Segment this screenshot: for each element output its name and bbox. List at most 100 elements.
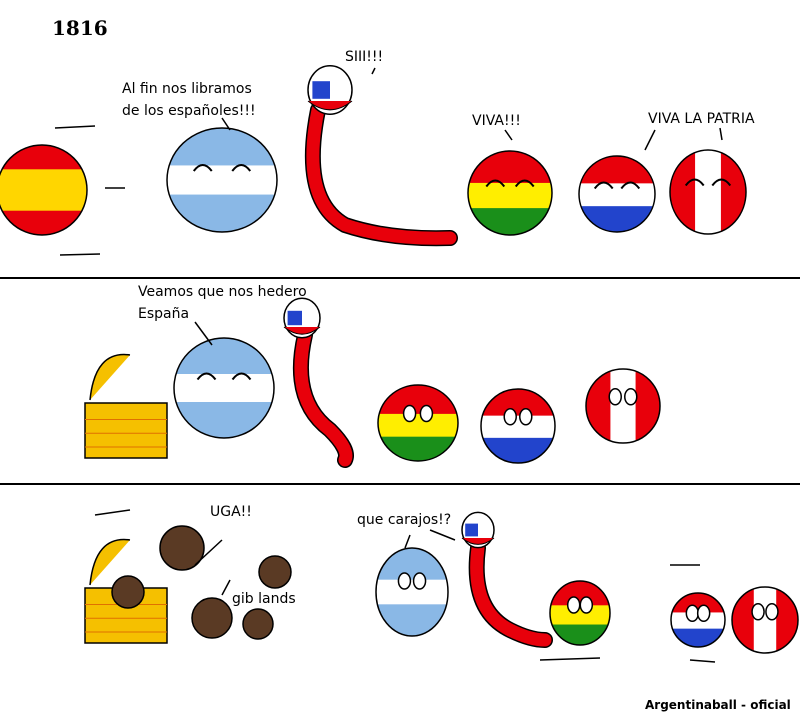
flag-band [579,156,655,185]
speech-tail [54,67,723,256]
countryball [671,593,725,647]
outline [731,586,799,654]
chile-red [461,537,495,545]
eye [514,179,535,188]
eye [685,604,700,622]
clay-ball [111,575,145,609]
eye [419,404,434,423]
chile-body [306,103,457,245]
eye [579,596,594,614]
credit: Argentinaball - oficial [645,698,791,712]
flag-band [0,210,87,235]
eye [624,388,638,406]
flag-band [174,374,274,403]
flag-band [670,150,697,234]
comic-title: 1816 [52,16,108,40]
flag-band [610,369,637,443]
outline [480,388,556,464]
clay-ball [242,608,274,640]
eye [519,408,533,426]
speech-line: de los españoles!!! [122,103,256,119]
flag-band [732,587,755,653]
flag-band [378,385,458,415]
chile-red [307,100,353,111]
speech-line: VIVA LA PATRIA [648,111,755,127]
eye [684,178,705,187]
flag-band [378,413,458,438]
eye [196,372,217,381]
speech-line: SIII!!! [345,49,383,65]
flag-band [174,338,274,375]
flag-band [671,593,725,614]
speech-line: VIVA!!! [472,113,521,129]
flag-band [720,150,746,234]
eye [608,388,622,406]
outline [375,547,449,637]
flag-band [695,150,722,234]
flag-band [376,548,448,581]
outline [578,155,656,233]
speech-line: España [138,306,189,322]
outline [377,384,459,462]
speech-line: UGA!! [210,504,252,520]
outline [549,580,611,646]
chile-red [283,326,321,335]
outline [0,144,88,236]
eye [503,408,517,426]
eye [593,181,614,190]
eye [765,603,779,621]
speech-line: Al fin nos libramos [122,81,252,97]
flag-band [579,183,655,208]
flag-band [671,628,725,647]
speech-line: Veamos que nos hedero [138,284,307,300]
eye [402,404,417,423]
flag-band [174,402,274,438]
clay-ball [258,555,292,589]
flag-band [167,165,277,196]
flag-band [468,151,552,184]
outline [670,592,726,648]
flag-band [376,604,448,636]
chest-box [84,402,168,459]
eye [566,596,581,614]
chile-body [470,541,552,647]
eye [231,372,252,381]
flag-band [481,437,555,463]
eye [751,603,765,621]
speech-line: que carajos!? [357,512,451,528]
chest-lid [89,353,131,401]
flag-band [635,369,660,443]
flag-band [586,369,612,443]
eye [696,604,711,622]
eye [192,164,213,172]
flag-band [376,579,448,606]
flag-band [481,415,555,439]
flag-band [468,182,552,210]
eye [397,572,412,590]
outline [467,150,553,236]
flag-band [167,194,277,232]
chile-canton [312,81,330,99]
chile-canton [287,310,302,326]
outline [166,127,278,233]
speech-tail [94,509,716,663]
flag-band [579,206,655,232]
flag-band [776,587,798,653]
flag-band [167,128,277,167]
chest-lid [89,538,131,586]
outline [173,337,275,439]
flag-band [481,389,555,417]
eye [620,181,641,190]
chile-canton [465,523,478,537]
chile-body [294,328,353,467]
flag-band [671,612,725,630]
eye [485,179,506,188]
speech-line: gib lands [232,591,296,607]
outline [669,149,747,235]
flag-band [0,169,87,212]
eye [412,572,427,590]
eye [711,178,732,187]
flag-band [550,605,610,626]
clay-ball [159,525,205,571]
eye [231,164,252,172]
